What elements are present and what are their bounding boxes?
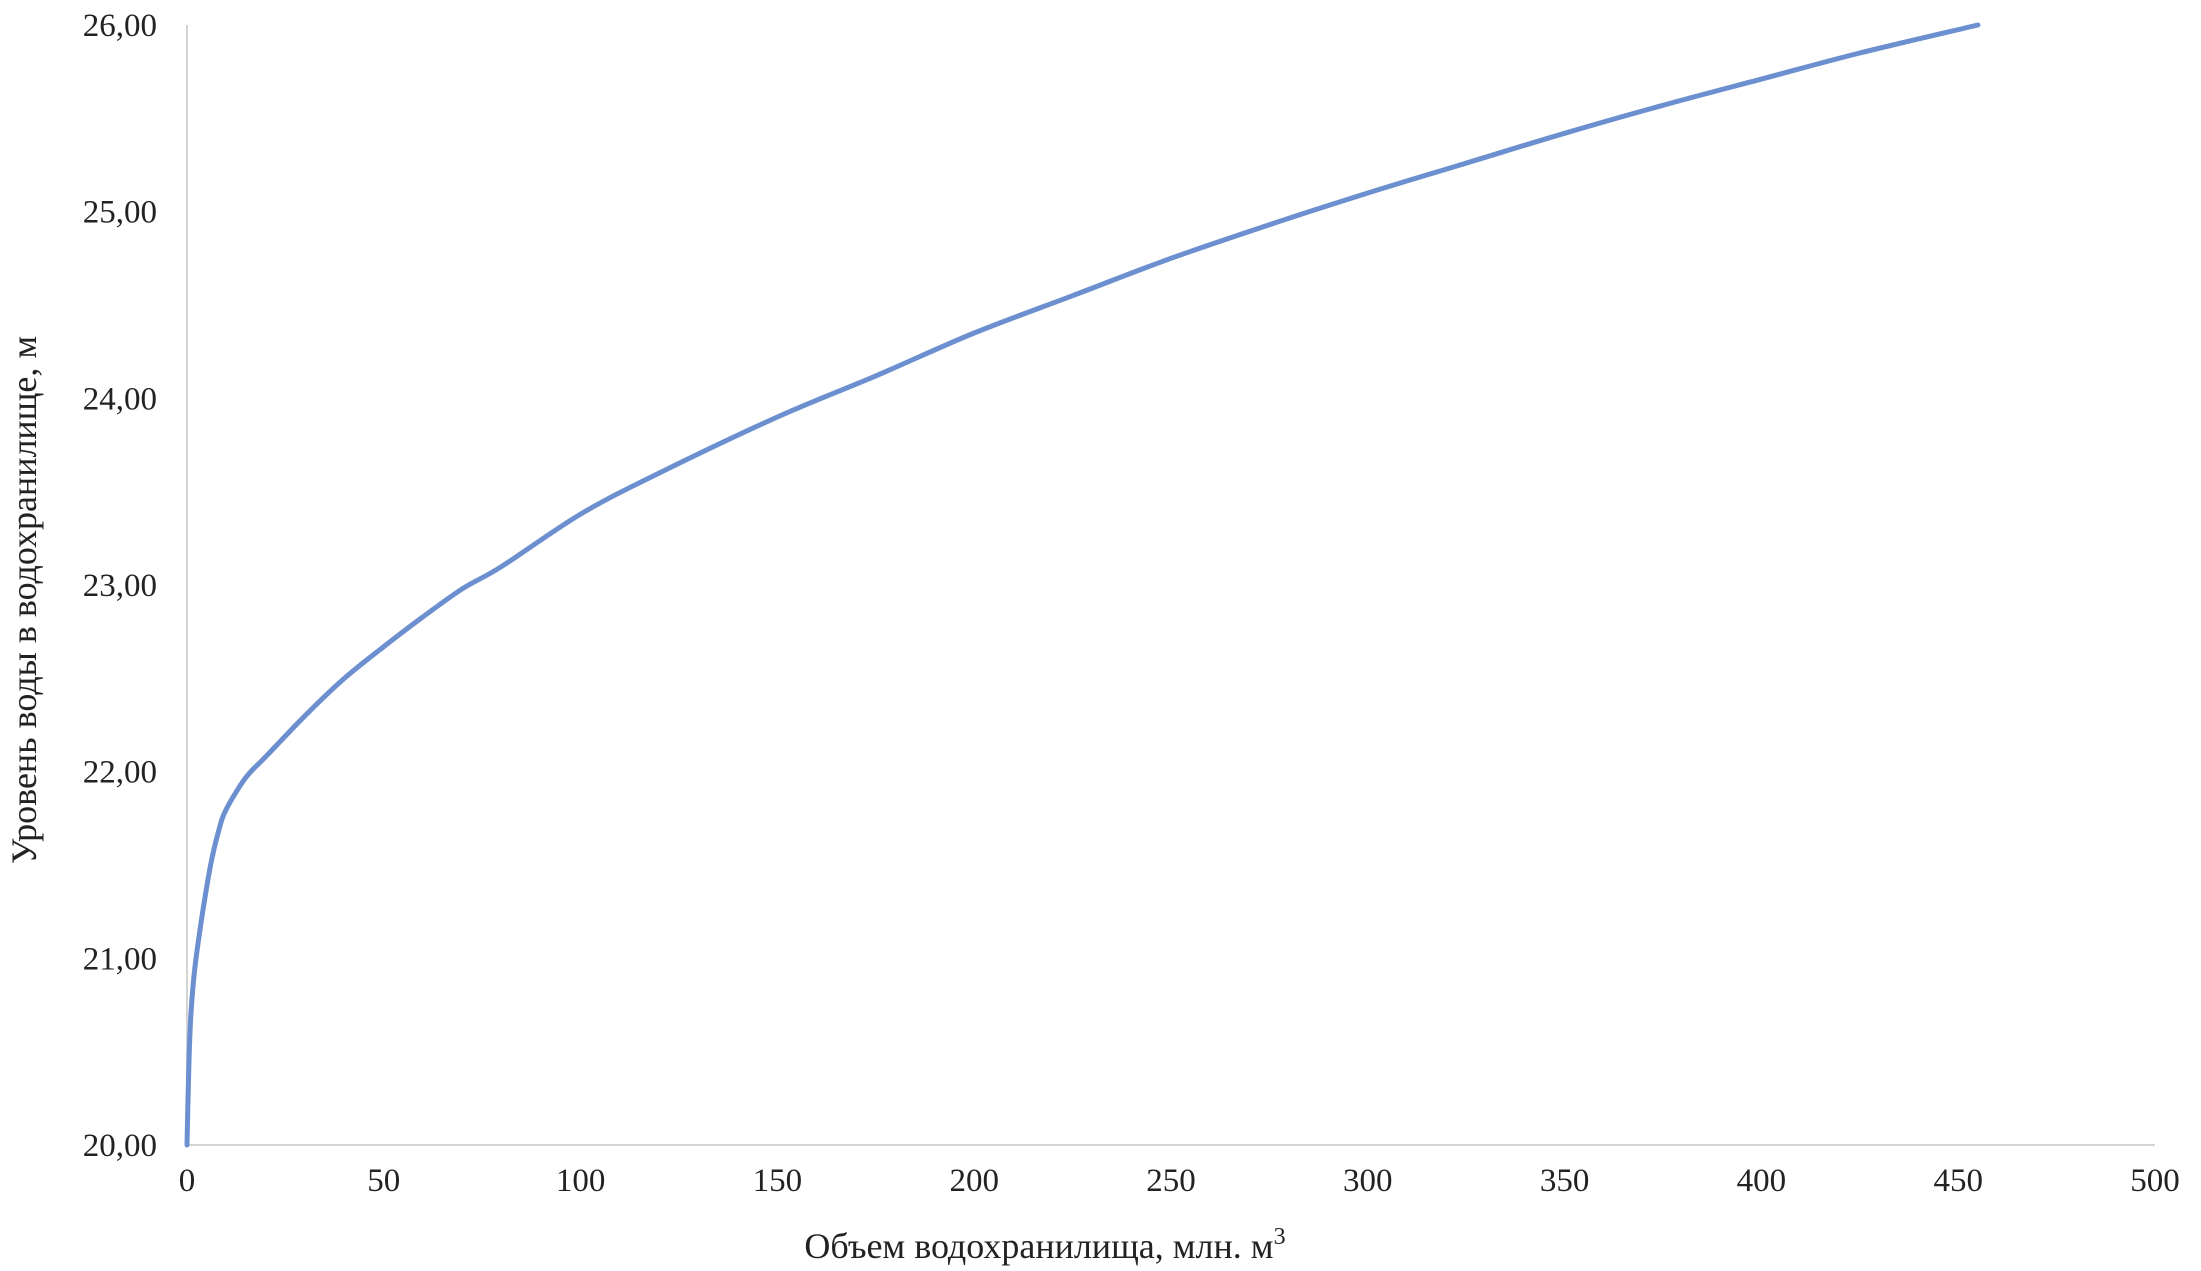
- x-axis-title: Объем водохранилища, млн. м3: [804, 1224, 1285, 1266]
- y-tick-label: 21,00: [83, 941, 157, 977]
- x-tick-label: 450: [1933, 1163, 1983, 1199]
- x-tick-label: 50: [367, 1163, 400, 1199]
- y-tick-label: 20,00: [83, 1128, 157, 1164]
- x-tick-label: 150: [753, 1163, 803, 1199]
- y-tick-label: 25,00: [83, 195, 157, 231]
- x-tick-label: 100: [556, 1163, 606, 1199]
- axes: [186, 25, 2155, 1146]
- x-tick-label: 200: [949, 1163, 999, 1199]
- y-tick-label: 23,00: [83, 568, 157, 604]
- x-tick-label: 300: [1343, 1163, 1393, 1199]
- y-tick-label: 26,00: [83, 8, 157, 44]
- x-tick-label: 500: [2130, 1163, 2180, 1199]
- x-axis-title-text: Объем водохранилища, млн. м: [804, 1226, 1273, 1266]
- series-group: [184, 22, 1981, 1148]
- y-axis-title: Уровень воды в водохранилище, м: [4, 336, 44, 864]
- x-tick-label: 400: [1737, 1163, 1787, 1199]
- x-axis-title-superscript: 3: [1274, 1224, 1286, 1250]
- x-tick-label: 250: [1146, 1163, 1196, 1199]
- x-tick-labels: 0 50 100 150 200 250 300 350 400 450 500: [179, 1163, 2180, 1199]
- series-line: [184, 22, 1981, 1148]
- y-tick-labels: 20,00 21,00 22,00 23,00 24,00 25,00 26,00: [83, 8, 157, 1164]
- y-tick-label: 22,00: [83, 755, 157, 791]
- x-tick-label: 350: [1540, 1163, 1590, 1199]
- x-tick-label: 0: [179, 1163, 196, 1199]
- y-tick-label: 24,00: [83, 381, 157, 417]
